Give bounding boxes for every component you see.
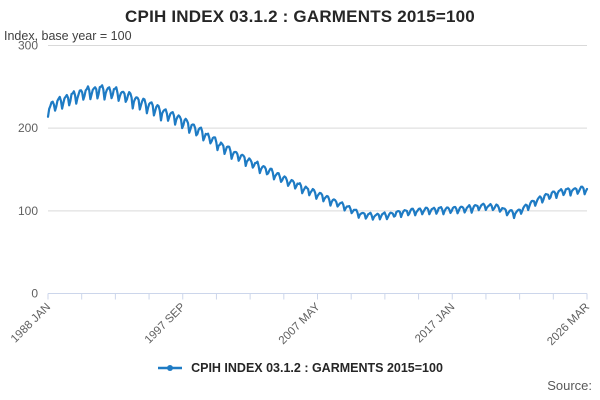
- y-tick-label: 0: [31, 287, 38, 301]
- x-tick-label: 1997 SEP: [143, 301, 188, 346]
- x-tick-label: 2017 JAN: [413, 301, 457, 345]
- x-axis: [47, 293, 588, 300]
- x-tick-label: 2026 MAR: [545, 301, 592, 348]
- x-tick-label: 1988 JAN: [9, 301, 53, 345]
- x-tick-label: 2007 MAY: [277, 301, 323, 347]
- x-axis-labels: 1988 JAN 1997 SEP 2007 MAY 2017 JAN 2026 MAR: [9, 301, 592, 348]
- y-tick-label: 100: [18, 204, 38, 218]
- y-tick-label: 200: [18, 121, 38, 135]
- series-line[interactable]: [46, 84, 589, 221]
- legend-item[interactable]: CPIH INDEX 03.1.2 : GARMENTS 2015=100: [0, 361, 600, 375]
- y-tick-label: 300: [18, 39, 38, 53]
- series-group: [46, 84, 589, 221]
- gridlines: [48, 45, 587, 212]
- chart-title: CPIH INDEX 03.1.2 : GARMENTS 2015=100: [125, 7, 475, 26]
- legend-label: CPIH INDEX 03.1.2 : GARMENTS 2015=100: [191, 361, 443, 375]
- legend-line-dot-icon: [158, 365, 183, 371]
- chart-subtitle: Index, base year = 100: [4, 29, 132, 43]
- source-label: Source:: [547, 378, 592, 393]
- y-axis-labels: 0 100 200 300: [18, 39, 38, 301]
